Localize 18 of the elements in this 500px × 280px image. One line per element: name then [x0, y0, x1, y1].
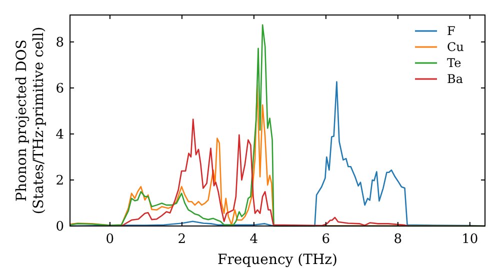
- x-tick-label: 10: [462, 232, 478, 247]
- x-tick-label: 8: [394, 232, 402, 247]
- y-tick-label: 2: [56, 174, 64, 189]
- x-tick-label: 2: [178, 232, 186, 247]
- y-tick-label: 8: [56, 35, 64, 50]
- x-tick-label: 6: [322, 232, 330, 247]
- line-series: [120, 118, 410, 227]
- legend-label: Ba: [447, 72, 463, 86]
- x-axis-title: Frequency (THz): [217, 252, 338, 268]
- y-tick-label: 4: [56, 128, 64, 143]
- legend-label: Te: [447, 56, 462, 70]
- x-tick-label: 4: [250, 232, 258, 247]
- legend-label: Cu: [447, 40, 464, 54]
- y-tick-label: 6: [56, 81, 64, 96]
- x-tick-label: 0: [106, 232, 114, 247]
- legend-label: F: [447, 24, 456, 38]
- y-tick-label: 0: [56, 220, 64, 235]
- y-axis-title: Phonon projected DOS (States/THz·primitive cell): [14, 26, 47, 214]
